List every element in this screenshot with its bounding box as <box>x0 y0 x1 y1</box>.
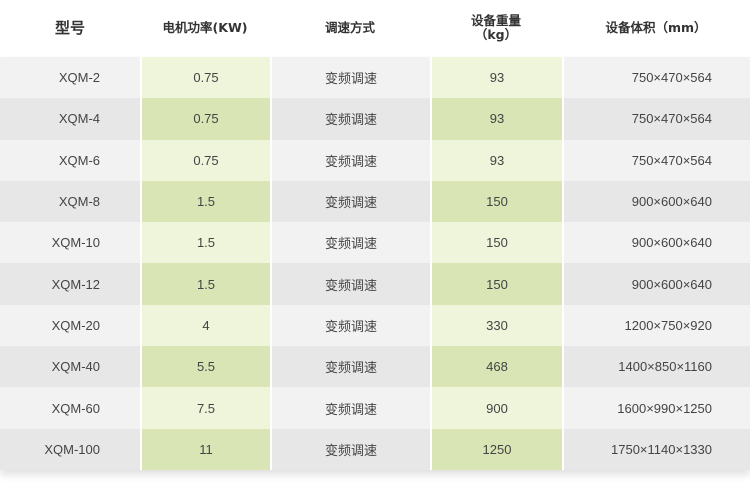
cell-speed-control: 变频调速 <box>272 304 430 347</box>
cell-model: XQM-12 <box>0 263 140 305</box>
cell-weight: 93 <box>432 98 562 140</box>
header-weight-label: 设备重量 <box>470 12 521 28</box>
cell-weight: 93 <box>432 139 562 181</box>
table-row: XQM-8 1.5 变频调速 150 900×600×640 <box>0 180 750 223</box>
cell-speed-control: 变频调速 <box>272 263 430 305</box>
cell-volume: 1750×1140×1330 <box>564 428 750 470</box>
cell-weight: 150 <box>432 263 562 305</box>
cell-power: 0.75 <box>142 98 270 140</box>
cell-volume: 1600×990×1250 <box>564 387 750 429</box>
cell-power: 0.75 <box>142 139 270 181</box>
table-row: XQM-12 1.5 变频调速 150 900×600×640 <box>0 263 750 305</box>
cell-model: XQM-10 <box>0 222 140 264</box>
cell-volume: 750×470×564 <box>564 98 750 140</box>
table-row: XQM-2 0.75 变频调速 93 750×470×564 <box>0 57 750 99</box>
table-row: XQM-60 7.5 变频调速 900 1600×990×1250 <box>0 387 750 429</box>
cell-power: 1.5 <box>142 180 270 223</box>
header-weight: 设备重量 （kg） <box>430 0 562 55</box>
cell-power: 0.75 <box>142 57 270 99</box>
cell-volume: 1400×850×1160 <box>564 346 750 388</box>
cell-model: XQM-100 <box>0 428 140 470</box>
cell-weight: 93 <box>432 57 562 99</box>
cell-power: 4 <box>142 304 270 347</box>
cell-model: XQM-2 <box>0 57 140 99</box>
cell-model: XQM-4 <box>0 98 140 140</box>
header-model: 型号 <box>54 18 85 37</box>
cell-weight: 900 <box>432 387 562 429</box>
cell-volume: 750×470×564 <box>564 139 750 181</box>
cell-power: 7.5 <box>142 387 270 429</box>
table-row: XQM-4 0.75 变频调速 93 750×470×564 <box>0 98 750 140</box>
cell-volume: 750×470×564 <box>564 57 750 99</box>
table-header: 型号 电机功率(KW) 调速方式 设备重量 （kg） 设备体积（mm） <box>0 0 750 55</box>
cell-speed-control: 变频调速 <box>272 222 430 264</box>
header-volume: 设备体积（mm） <box>605 19 707 35</box>
cell-power: 1.5 <box>142 222 270 264</box>
table-row: XQM-40 5.5 变频调速 468 1400×850×1160 <box>0 346 750 388</box>
cell-volume: 900×600×640 <box>564 263 750 305</box>
cell-volume: 900×600×640 <box>564 180 750 223</box>
cell-volume: 900×600×640 <box>564 222 750 264</box>
cell-weight: 150 <box>432 180 562 223</box>
cell-speed-control: 变频调速 <box>272 387 430 429</box>
cell-weight: 468 <box>432 346 562 388</box>
cell-model: XQM-6 <box>0 139 140 181</box>
table-row: XQM-100 11 变频调速 1250 1750×1140×1330 <box>0 428 750 470</box>
cell-speed-control: 变频调速 <box>272 57 430 99</box>
cell-model: XQM-20 <box>0 304 140 347</box>
cell-volume: 1200×750×920 <box>564 304 750 347</box>
cell-speed-control: 变频调速 <box>272 98 430 140</box>
cell-power: 5.5 <box>142 346 270 388</box>
table-body: XQM-2 0.75 变频调速 93 750×470×564 XQM-4 0.75 变频调速 9… <box>0 57 750 470</box>
cell-model: XQM-60 <box>0 387 140 429</box>
cell-speed-control: 变频调速 <box>272 346 430 388</box>
cell-model: XQM-8 <box>0 180 140 223</box>
header-weight-unit: （kg） <box>474 26 518 42</box>
table-row: XQM-20 4 变频调速 330 1200×750×920 <box>0 304 750 347</box>
cell-speed-control: 变频调速 <box>272 428 430 470</box>
table-row: XQM-10 1.5 变频调速 150 900×600×640 <box>0 222 750 264</box>
cell-power: 1.5 <box>142 263 270 305</box>
cell-weight: 1250 <box>432 428 562 470</box>
cell-speed-control: 变频调速 <box>272 180 430 223</box>
cell-weight: 150 <box>432 222 562 264</box>
cell-power: 11 <box>142 428 270 470</box>
header-speed-control: 调速方式 <box>324 19 375 35</box>
cell-weight: 330 <box>432 304 562 347</box>
header-power: 电机功率(KW) <box>162 19 248 35</box>
cell-model: XQM-40 <box>0 346 140 388</box>
cell-speed-control: 变频调速 <box>272 139 430 181</box>
table-row: XQM-6 0.75 变频调速 93 750×470×564 <box>0 139 750 181</box>
